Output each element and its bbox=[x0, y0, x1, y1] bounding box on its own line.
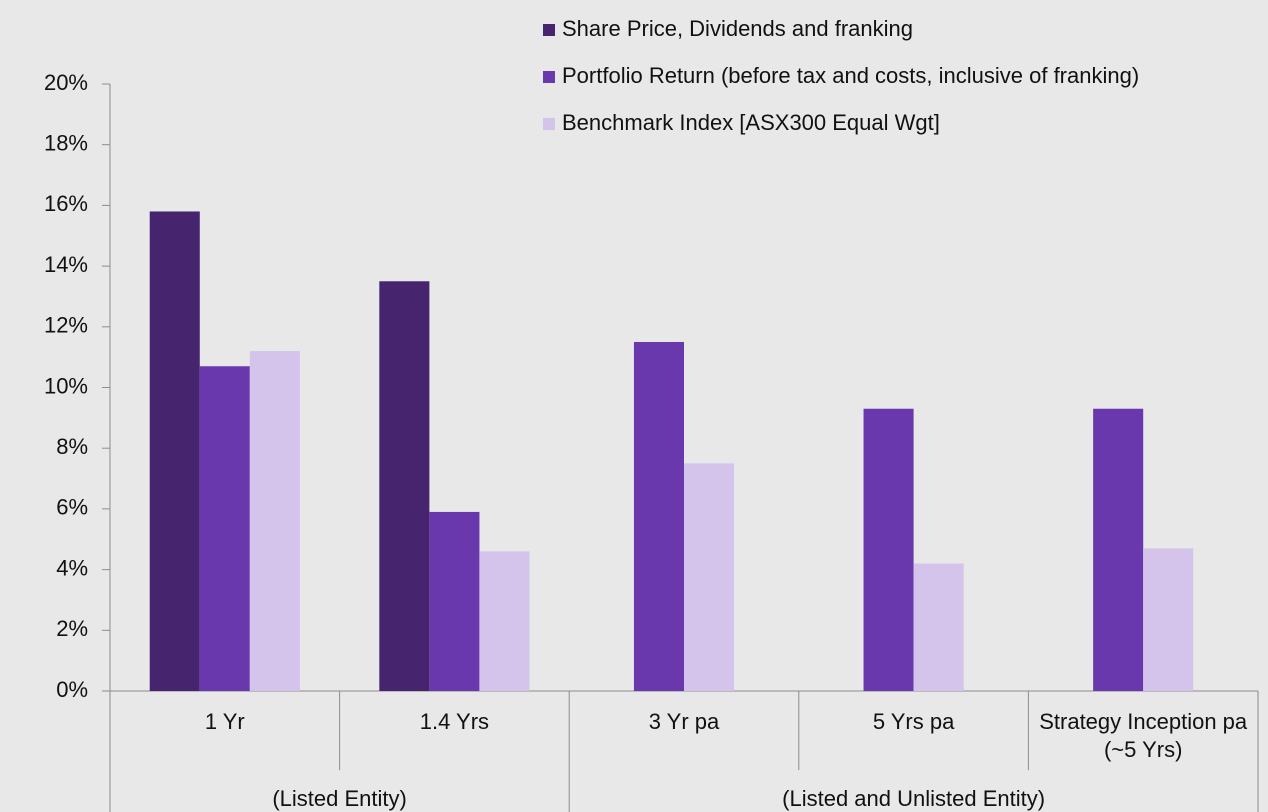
bar bbox=[1143, 548, 1194, 691]
legend-swatch bbox=[543, 71, 555, 83]
bar bbox=[913, 563, 964, 691]
y-tick-label: 0% bbox=[56, 677, 88, 702]
bar bbox=[379, 281, 430, 691]
x-tick-label: 1.4 Yrs bbox=[419, 709, 490, 734]
bar bbox=[684, 463, 735, 691]
y-tick-label: 4% bbox=[56, 555, 88, 580]
bar bbox=[429, 511, 480, 691]
bar bbox=[199, 366, 250, 691]
y-tick-label: 6% bbox=[56, 495, 88, 520]
y-tick-label: 14% bbox=[44, 252, 88, 277]
y-tick-label: 20% bbox=[44, 70, 88, 95]
legend-swatch bbox=[543, 24, 555, 36]
bar bbox=[149, 211, 200, 691]
x-tick-label: 1 Yr bbox=[204, 709, 245, 734]
bar bbox=[1093, 408, 1144, 691]
y-tick-label: 2% bbox=[56, 616, 88, 641]
x-tick-label: Strategy Inception pa (~5 Yrs) bbox=[1039, 709, 1248, 762]
y-tick-label: 12% bbox=[44, 313, 88, 338]
bar bbox=[633, 341, 684, 691]
x-tick-label: 5 Yrs pa bbox=[872, 709, 955, 734]
y-tick-label: 10% bbox=[44, 373, 88, 398]
group-label: (Listed Entity) bbox=[272, 786, 407, 811]
y-tick-label: 18% bbox=[44, 131, 88, 156]
group-label: (Listed and Unlisted Entity) bbox=[782, 786, 1045, 811]
y-tick-label: 8% bbox=[56, 434, 88, 459]
legend-swatch bbox=[543, 118, 555, 130]
legend-label: Portfolio Return (before tax and costs, … bbox=[562, 63, 1139, 88]
bar bbox=[479, 551, 530, 691]
bar bbox=[249, 351, 300, 691]
y-tick-label: 16% bbox=[44, 191, 88, 216]
legend-label: Share Price, Dividends and franking bbox=[562, 16, 913, 41]
x-tick-label: 3 Yr pa bbox=[648, 709, 720, 734]
bar bbox=[863, 408, 914, 691]
legend-label: Benchmark Index [ASX300 Equal Wgt] bbox=[562, 110, 940, 135]
